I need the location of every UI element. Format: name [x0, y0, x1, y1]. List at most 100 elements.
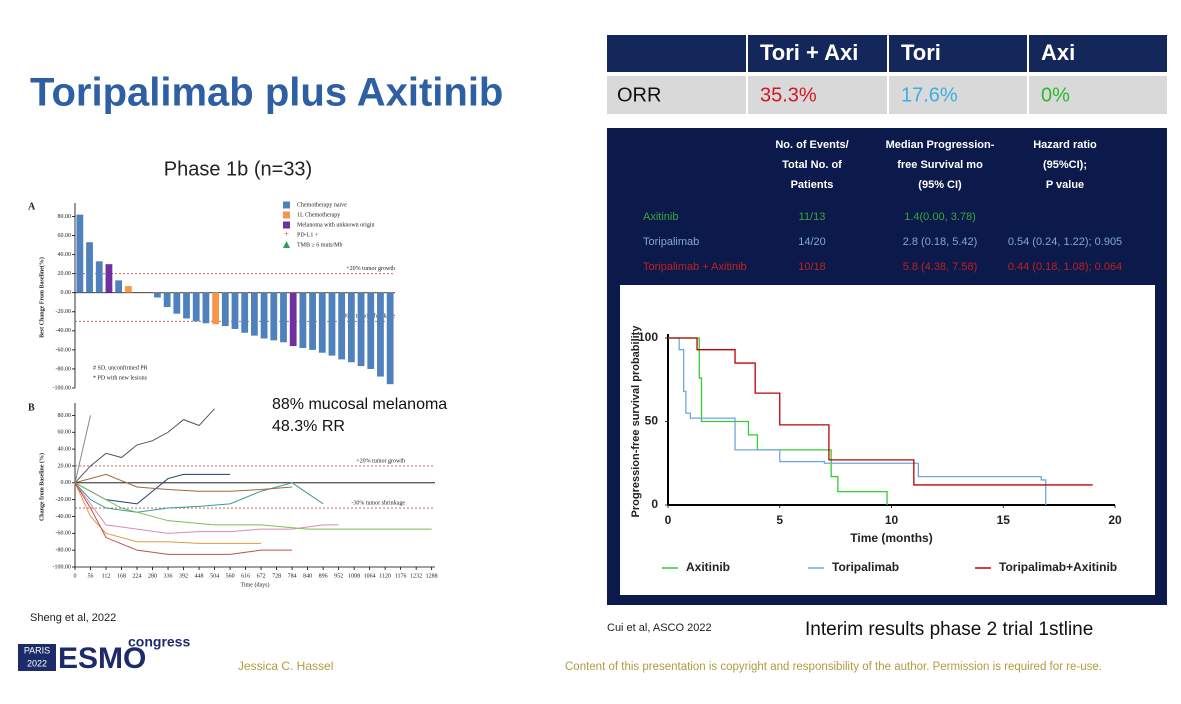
y-tick-label: 50	[645, 414, 659, 428]
bar	[367, 292, 375, 369]
column-header: Tori + Axi	[760, 40, 858, 65]
y-tick-label: -60.00	[56, 347, 72, 353]
y-axis-label: Best Change From Baseline(%)	[38, 257, 45, 338]
x-tick-label: 952	[334, 573, 343, 579]
km-curve	[668, 337, 1047, 505]
row-label: Axitinib	[643, 211, 678, 223]
column-header: Median Progression-	[886, 139, 995, 151]
cell-value: 17.6%	[901, 84, 958, 106]
footnote: * PD with new lesions	[93, 375, 148, 381]
bar	[124, 286, 132, 293]
cell-value: 0.54 (0.24, 1.22); 0.905	[1008, 236, 1122, 248]
bar	[221, 292, 229, 327]
y-tick-label: 40.00	[58, 446, 72, 452]
bar	[173, 292, 181, 314]
bar	[163, 292, 171, 308]
panel-label: B	[28, 402, 35, 413]
bar	[212, 292, 219, 325]
x-tick-label: 168	[117, 573, 126, 579]
cell-value: 10/18	[798, 261, 826, 273]
bar	[231, 292, 239, 329]
y-tick-label: -20.00	[56, 497, 72, 503]
copyright: Content of this presentation is copyrigh…	[565, 661, 1102, 673]
legend-label: Toripalimab	[832, 560, 899, 574]
cell-value: 0.44 (0.18, 1.08); 0.064	[1008, 261, 1122, 273]
logo-city: PARIS	[24, 645, 50, 655]
citation: Sheng et al, 2022	[30, 612, 116, 624]
x-tick-label: 392	[179, 573, 188, 579]
x-tick-label: 840	[303, 573, 312, 579]
note: 48.3% RR	[272, 418, 345, 435]
x-tick-label: 1120	[379, 573, 391, 579]
column-header: Tori	[901, 40, 941, 65]
bar	[251, 292, 258, 336]
subtitle: Phase 1b (n=33)	[164, 158, 312, 180]
x-tick-label: 5	[776, 513, 783, 527]
reference-label: -30% tumor shrinkage	[351, 500, 405, 506]
x-tick-label: 616	[241, 573, 250, 579]
legend-label: Chemotherapy naive	[297, 202, 347, 208]
bar	[289, 292, 297, 347]
y-tick-label: 20.00	[58, 271, 72, 277]
x-tick-label: 784	[288, 573, 297, 579]
column-header: (95%CI);	[1043, 159, 1087, 171]
row-label: Toripalimab + Axitinib	[643, 261, 747, 273]
presenter: Jessica C. Hassel	[238, 659, 333, 673]
bar	[328, 292, 336, 356]
bar	[299, 292, 307, 348]
x-tick-label: 1288	[426, 573, 438, 579]
column-header: Patients	[791, 179, 834, 191]
y-tick-label: -100.00	[53, 385, 72, 391]
x-axis-label: Time (days)	[241, 581, 270, 588]
bar	[76, 214, 84, 293]
y-tick-label: 0.00	[61, 290, 72, 296]
reference-label: +20% tumor growth	[346, 266, 395, 272]
slide-title: Toripalimab plus Axitinib	[30, 71, 503, 115]
legend-label: Toripalimab+Axitinib	[999, 560, 1117, 574]
y-tick-label: 0.00	[61, 480, 72, 486]
note: 88% mucosal melanoma	[272, 396, 447, 413]
legend-label: TMB ≥ 6 muts/Mb	[297, 242, 342, 248]
logo-event: congress	[128, 634, 190, 650]
x-tick-label: 280	[148, 573, 157, 579]
x-tick-label: 672	[257, 573, 266, 579]
x-tick-label: 10	[885, 513, 899, 527]
cell-value: 35.3%	[760, 84, 817, 106]
series-line	[74, 482, 262, 544]
x-tick-label: 1064	[364, 573, 376, 579]
legend-label: Axitinib	[686, 560, 730, 574]
x-tick-label: 728	[272, 573, 281, 579]
cell-value: 5.8 (4.38, 7.58)	[903, 261, 978, 273]
y-tick-label: 100	[638, 330, 658, 344]
legend-swatch	[283, 211, 290, 219]
bar	[347, 292, 355, 363]
y-tick-label: 20.00	[58, 463, 72, 469]
row-label: ORR	[617, 84, 661, 106]
y-tick-label: 80.00	[58, 214, 72, 220]
y-tick-label: 0	[651, 497, 658, 511]
bar	[241, 292, 249, 333]
cell-value: 14/20	[798, 236, 826, 248]
y-tick-label: 40.00	[58, 252, 72, 258]
y-tick-label: -80.00	[56, 548, 72, 554]
x-tick-label: 20	[1108, 513, 1122, 527]
series-line	[74, 482, 324, 513]
column-header: free Survival mo	[897, 159, 983, 171]
bar	[86, 242, 93, 293]
cell-value: 0%	[1041, 84, 1070, 106]
x-axis-label: Time (months)	[850, 531, 932, 545]
x-tick-label: 15	[997, 513, 1011, 527]
x-tick-label: 1176	[395, 573, 407, 579]
series-line	[74, 482, 293, 555]
legend-label: PD-L1 +	[297, 232, 319, 238]
logo-brand: ESMO	[58, 642, 146, 675]
footnote: # SD, unconfirmed PR	[93, 364, 148, 371]
y-tick-label: -40.00	[56, 328, 72, 334]
x-tick-label: 112	[102, 573, 111, 579]
x-tick-label: 1232	[410, 573, 422, 579]
row-label: Toripalimab	[643, 236, 699, 248]
y-tick-label: 80.00	[58, 413, 72, 419]
bar	[338, 292, 346, 360]
series-line	[74, 482, 339, 534]
x-tick-label: 504	[210, 573, 219, 579]
